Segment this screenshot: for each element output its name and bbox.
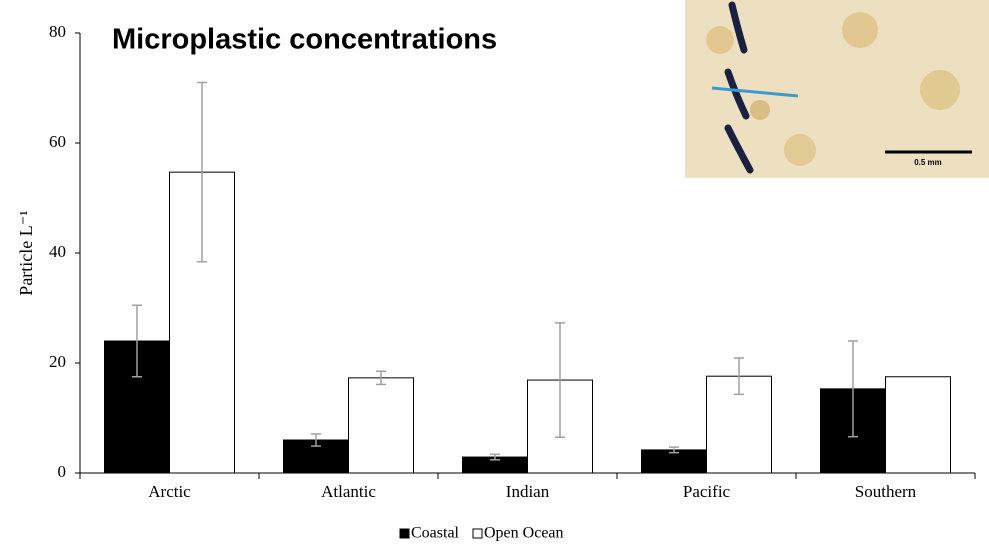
y-tick-label: 60: [49, 132, 66, 151]
bar: [348, 377, 414, 474]
x-tick-label: Indian: [506, 482, 550, 501]
legend-swatch: [399, 528, 410, 539]
legend-label: Open Ocean: [484, 525, 564, 542]
scale-label: 0.5 mm: [914, 158, 942, 167]
y-tick-label: 0: [58, 462, 67, 481]
inset-photo: 0.5 mm: [685, 0, 989, 178]
legend-swatch: [472, 528, 483, 539]
y-tick-label: 40: [49, 242, 66, 261]
bar: [885, 376, 951, 474]
x-tick-label: Atlantic: [321, 482, 376, 501]
y-axis-label: Particle L⁻¹: [16, 210, 36, 295]
y-tick-label: 80: [49, 22, 66, 41]
chart-title: Microplastic concentrations: [112, 24, 497, 56]
x-tick-label: Arctic: [148, 482, 191, 501]
x-tick-label: Southern: [855, 482, 917, 501]
legend-label: Coastal: [411, 525, 460, 542]
x-tick-label: Pacific: [683, 482, 731, 501]
y-tick-label: 20: [49, 352, 66, 371]
